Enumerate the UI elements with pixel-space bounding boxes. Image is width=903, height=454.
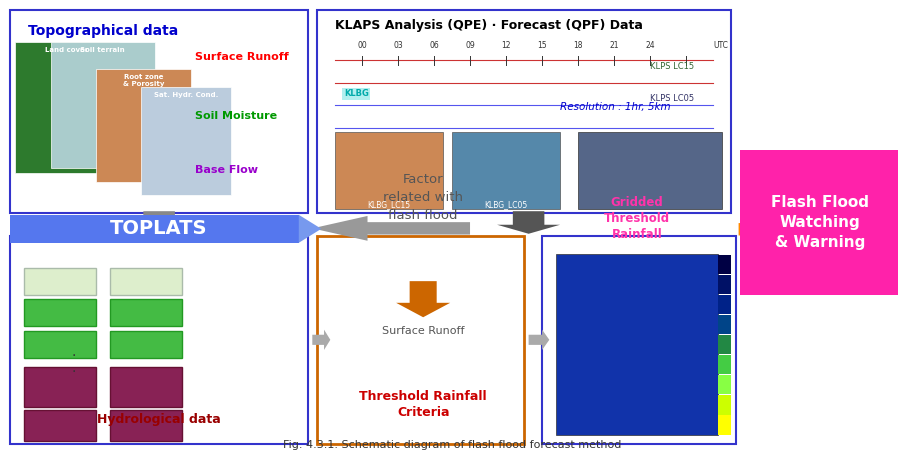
FancyBboxPatch shape xyxy=(717,335,731,354)
FancyBboxPatch shape xyxy=(542,236,735,444)
Text: Hydrological data: Hydrological data xyxy=(98,413,220,426)
FancyBboxPatch shape xyxy=(109,331,182,358)
Text: KLBG: KLBG xyxy=(343,89,368,98)
FancyBboxPatch shape xyxy=(717,355,731,375)
Text: Topographical data: Topographical data xyxy=(28,24,179,38)
Text: KLAPS Analysis (QPE) · Forecast (QPF) Data: KLAPS Analysis (QPE) · Forecast (QPF) Da… xyxy=(334,20,642,32)
Text: 06: 06 xyxy=(429,41,438,50)
FancyBboxPatch shape xyxy=(717,395,731,415)
FancyBboxPatch shape xyxy=(717,375,731,395)
FancyBboxPatch shape xyxy=(452,132,560,209)
Text: Fig. 4.3.1. Schematic diagram of flash flood forecast method: Fig. 4.3.1. Schematic diagram of flash f… xyxy=(283,440,620,450)
FancyBboxPatch shape xyxy=(316,10,731,213)
Text: TOPLATS: TOPLATS xyxy=(110,219,208,238)
FancyBboxPatch shape xyxy=(96,69,191,182)
Text: KLBG_LC15: KLBG_LC15 xyxy=(367,200,410,209)
FancyBboxPatch shape xyxy=(740,150,897,295)
Text: UTC: UTC xyxy=(712,41,728,50)
FancyBboxPatch shape xyxy=(717,415,731,434)
Polygon shape xyxy=(127,211,191,241)
Text: Resolution : 1hr, 5km: Resolution : 1hr, 5km xyxy=(560,102,670,112)
Text: 24: 24 xyxy=(645,41,655,50)
Text: 03: 03 xyxy=(393,41,403,50)
FancyBboxPatch shape xyxy=(23,267,96,295)
FancyBboxPatch shape xyxy=(23,299,96,326)
Text: KLPS LC05: KLPS LC05 xyxy=(649,94,694,103)
Polygon shape xyxy=(528,330,549,350)
FancyBboxPatch shape xyxy=(109,410,182,441)
FancyBboxPatch shape xyxy=(109,367,182,408)
Polygon shape xyxy=(299,215,321,243)
Text: Sat. Hydr. Cond.: Sat. Hydr. Cond. xyxy=(154,92,219,98)
Text: 15: 15 xyxy=(536,41,546,50)
Text: Surface Runoff: Surface Runoff xyxy=(381,326,464,336)
Polygon shape xyxy=(312,216,470,241)
Text: 12: 12 xyxy=(501,41,510,50)
FancyBboxPatch shape xyxy=(578,132,721,209)
Text: Soil terrain: Soil terrain xyxy=(80,46,125,53)
Text: Soil Moisture: Soil Moisture xyxy=(195,111,277,121)
Polygon shape xyxy=(312,330,330,350)
FancyBboxPatch shape xyxy=(14,42,118,173)
Polygon shape xyxy=(738,217,756,242)
FancyBboxPatch shape xyxy=(334,132,442,209)
FancyBboxPatch shape xyxy=(11,215,299,243)
FancyBboxPatch shape xyxy=(109,267,182,295)
FancyBboxPatch shape xyxy=(717,255,731,274)
Text: Gridded
Threshold
Rainfall: Gridded Threshold Rainfall xyxy=(603,196,669,241)
FancyBboxPatch shape xyxy=(51,42,154,168)
FancyBboxPatch shape xyxy=(141,87,231,195)
Text: Factor
related with
flash flood: Factor related with flash flood xyxy=(383,173,462,222)
Text: 09: 09 xyxy=(465,41,474,50)
FancyBboxPatch shape xyxy=(11,236,307,444)
Text: Root zone
& Porosity: Root zone & Porosity xyxy=(123,74,164,87)
Text: KLPS LC15: KLPS LC15 xyxy=(649,62,694,71)
FancyBboxPatch shape xyxy=(23,410,96,441)
Text: 00: 00 xyxy=(357,41,367,50)
FancyBboxPatch shape xyxy=(23,367,96,408)
Text: Base Flow: Base Flow xyxy=(195,165,258,175)
FancyBboxPatch shape xyxy=(316,236,524,444)
FancyBboxPatch shape xyxy=(717,295,731,314)
FancyBboxPatch shape xyxy=(717,275,731,294)
Text: Surface Runoff: Surface Runoff xyxy=(195,52,289,62)
FancyBboxPatch shape xyxy=(109,299,182,326)
FancyBboxPatch shape xyxy=(23,331,96,358)
Polygon shape xyxy=(497,211,560,234)
Polygon shape xyxy=(396,281,450,317)
Text: 21: 21 xyxy=(609,41,619,50)
Text: Threshold Rainfall
Criteria: Threshold Rainfall Criteria xyxy=(359,390,487,419)
Text: 18: 18 xyxy=(573,41,582,50)
FancyBboxPatch shape xyxy=(717,315,731,334)
FancyBboxPatch shape xyxy=(11,10,307,213)
FancyBboxPatch shape xyxy=(555,254,717,434)
Text: KLBG_LC05: KLBG_LC05 xyxy=(484,200,527,209)
Text: ·
·: · · xyxy=(71,349,76,379)
Text: Land cover: Land cover xyxy=(45,46,88,53)
Text: Flash Flood
Watching
& Warning: Flash Flood Watching & Warning xyxy=(770,195,868,250)
